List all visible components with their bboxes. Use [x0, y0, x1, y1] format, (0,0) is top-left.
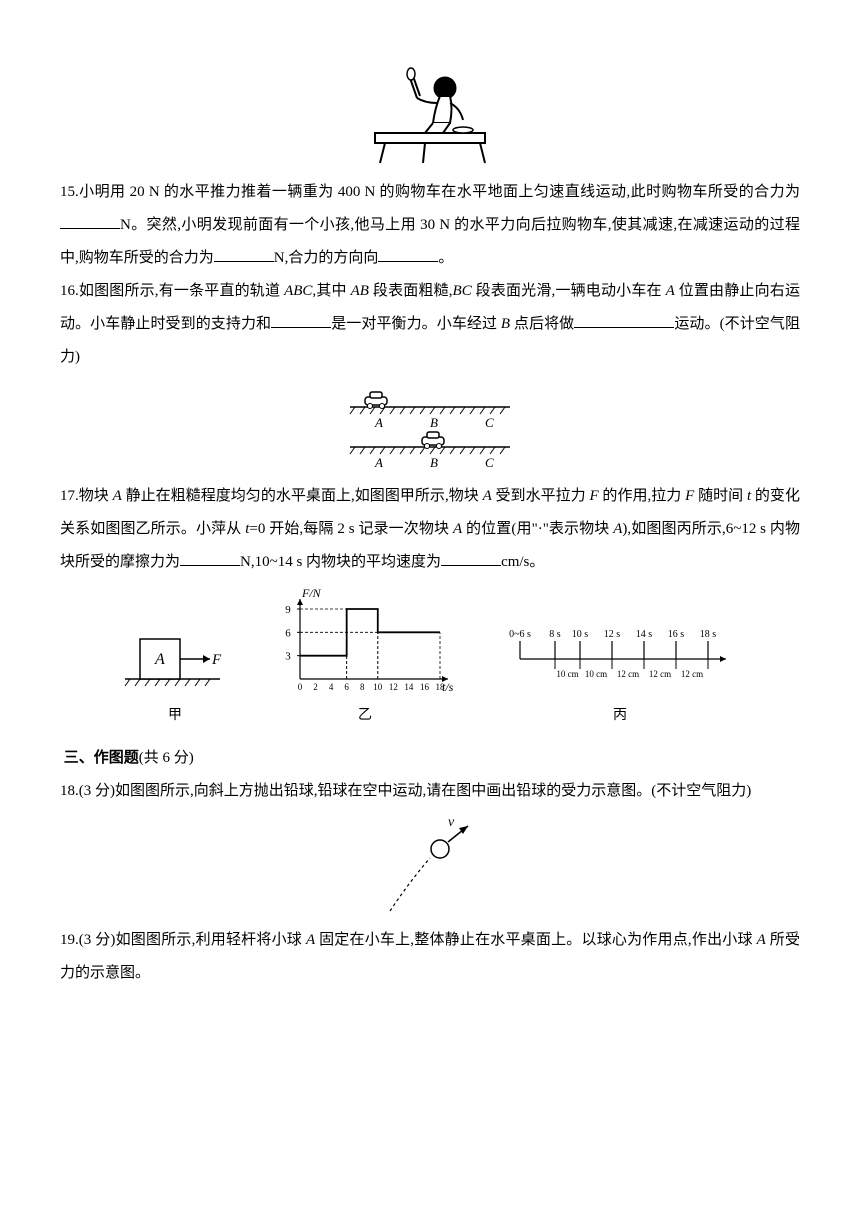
- svg-text:12 cm: 12 cm: [617, 669, 639, 679]
- track-car-icon: A B C A B C: [330, 382, 530, 472]
- svg-text:12 cm: 12 cm: [681, 669, 703, 679]
- q19-t2: 固定在小车上,整体静止在水平桌面上。以球心为作用点,作出小球: [315, 932, 757, 948]
- q17-fig-bing: 0~6 s 8 s 10 s 12 s 14 s 16 s 18 s 10 cm 12 cm 12…: [500, 609, 740, 732]
- q16-abc: ABC: [284, 283, 312, 299]
- q17-s7: =0 开始,每隔 2 s 记录一次物块: [249, 521, 453, 537]
- q17-s8: 的位置(用"·"表示物块: [462, 521, 613, 537]
- q15-blank2: [214, 246, 274, 262]
- q16-t4: 段表面光滑,一辆电动小车在: [472, 283, 666, 299]
- q15-blank3: [378, 246, 438, 262]
- q15-mid2: N,合力的方向向: [274, 250, 379, 266]
- svg-text:6: 6: [285, 627, 291, 639]
- q16-t1: 16.如图图所示,有一条平直的轨道: [60, 283, 284, 299]
- q16-a: A: [666, 283, 675, 299]
- svg-text:16: 16: [420, 682, 430, 692]
- svg-text:A: A: [154, 651, 165, 668]
- q19-A: A: [306, 932, 315, 948]
- q16-blank1: [271, 312, 331, 328]
- svg-text:16 s: 16 s: [668, 629, 685, 640]
- q17-label-jia: 甲: [120, 701, 230, 732]
- q16-t6: 是一对平衡力。小车经过: [331, 316, 501, 332]
- svg-text:8 s: 8 s: [549, 629, 561, 640]
- svg-text:v: v: [448, 816, 455, 830]
- q16-t2: ,其中: [312, 283, 350, 299]
- q16-ab: AB: [351, 283, 369, 299]
- q17-s5: 随时间: [694, 488, 747, 504]
- q17-s2: 静止在粗糙程度均匀的水平桌面上,如图图甲所示,物块: [122, 488, 483, 504]
- q14-figure: [60, 48, 800, 168]
- q17-label-bing: 丙: [500, 701, 740, 732]
- q17-F2: F: [685, 488, 694, 504]
- q17-s11: cm/s。: [501, 554, 544, 570]
- svg-text:10 s: 10 s: [572, 629, 589, 640]
- q16-bc: BC: [453, 283, 472, 299]
- q15-prefix: 15.小明用 20 N 的水平推力推着一辆重为 400 N 的购物车在水平地面上…: [60, 184, 800, 200]
- svg-text:14 s: 14 s: [636, 629, 653, 640]
- section3-points: (共 6 分): [139, 750, 194, 766]
- svg-text:12: 12: [389, 682, 398, 692]
- q16-blank2: [574, 312, 674, 328]
- q17-blank1: [180, 550, 240, 566]
- q17-A2: A: [483, 488, 492, 504]
- projectile-icon: v: [370, 816, 490, 916]
- q17-fig-yi: F/Nt/s369024681012141618 乙: [270, 589, 460, 732]
- q17-s10: N,10~14 s 内物块的平均速度为: [240, 554, 441, 570]
- q16-b: B: [501, 316, 510, 332]
- block-force-icon: A F: [120, 609, 230, 699]
- svg-text:8: 8: [360, 682, 365, 692]
- svg-text:C: C: [485, 415, 494, 430]
- q15-end: 。: [438, 250, 453, 266]
- q19-text: 19.(3 分)如图图所示,利用轻杆将小球 A 固定在小车上,整体静止在水平桌面…: [60, 924, 800, 990]
- svg-text:10: 10: [373, 682, 383, 692]
- svg-text:6: 6: [344, 682, 349, 692]
- svg-text:0: 0: [298, 682, 303, 692]
- section3-title: 三、作图题: [64, 750, 139, 766]
- svg-text:2: 2: [313, 682, 318, 692]
- q16-figure: A B C A B C: [60, 382, 800, 472]
- step-chart-icon: F/Nt/s369024681012141618: [270, 589, 460, 699]
- q15-blank1: [60, 213, 120, 229]
- q17-A3: A: [453, 521, 462, 537]
- q15-text: 15.小明用 20 N 的水平推力推着一辆重为 400 N 的购物车在水平地面上…: [60, 176, 800, 275]
- svg-text:3: 3: [285, 651, 291, 663]
- q17-figures: A F 甲 F/Nt/s369024681012141618 乙 0~6 s8 …: [60, 589, 800, 732]
- q19-A2: A: [757, 932, 766, 948]
- q17-s4: 的作用,拉力: [599, 488, 685, 504]
- q17-A1: A: [113, 488, 122, 504]
- q17-label-yi: 乙: [270, 701, 460, 732]
- q18-figure: v: [60, 816, 800, 916]
- q16-text: 16.如图图所示,有一条平直的轨道 ABC,其中 AB 段表面粗糙,BC 段表面…: [60, 275, 800, 374]
- svg-text:18: 18: [436, 682, 446, 692]
- q17-text: 17.物块 A 静止在粗糙程度均匀的水平桌面上,如图图甲所示,物块 A 受到水平…: [60, 480, 800, 579]
- q19-t1: 19.(3 分)如图图所示,利用轻杆将小球: [60, 932, 306, 948]
- svg-text:0~6 s: 0~6 s: [509, 629, 531, 640]
- q17-s3: 受到水平拉力: [492, 488, 590, 504]
- q17-blank2: [441, 550, 501, 566]
- q17-s1: 17.物块: [60, 488, 113, 504]
- svg-text:C: C: [485, 455, 494, 470]
- svg-text:12 s: 12 s: [604, 629, 621, 640]
- q16-t3: 段表面粗糙,: [369, 283, 453, 299]
- position-ruler-icon: 0~6 s 8 s 10 s 12 s 14 s 16 s 18 s 10 cm 12 cm 12…: [500, 609, 740, 699]
- q17-fig-jia: A F 甲: [120, 609, 230, 732]
- svg-text:12 cm: 12 cm: [649, 669, 671, 679]
- svg-text:A: A: [374, 415, 383, 430]
- svg-text:14: 14: [404, 682, 414, 692]
- person-bench-icon: [355, 48, 505, 168]
- svg-text:F: F: [211, 652, 222, 668]
- svg-text:B: B: [430, 415, 438, 430]
- section3-heading: 三、作图题(共 6 分): [60, 742, 800, 775]
- svg-text:A: A: [374, 455, 383, 470]
- svg-text:4: 4: [329, 682, 334, 692]
- svg-text:B: B: [430, 455, 438, 470]
- q17-F1: F: [589, 488, 598, 504]
- svg-text:F/N: F/N: [301, 589, 322, 600]
- svg-text:9: 9: [285, 604, 291, 616]
- svg-text:10 cm: 10 cm: [556, 669, 578, 679]
- svg-text:18 s: 18 s: [700, 629, 717, 640]
- q16-t7: 点后将做: [510, 316, 574, 332]
- q18-text: 18.(3 分)如图图所示,向斜上方抛出铅球,铅球在空中运动,请在图中画出铅球的…: [60, 775, 800, 808]
- svg-text:10 cm: 10 cm: [585, 669, 607, 679]
